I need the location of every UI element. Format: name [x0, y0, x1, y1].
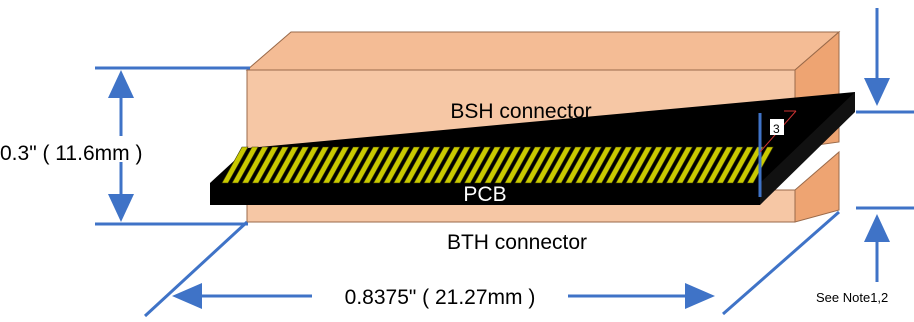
- pcb-pin: [544, 146, 572, 184]
- pcb-pin: [726, 146, 754, 184]
- pcb-pin: [696, 146, 724, 184]
- pcb-pin: [564, 146, 592, 184]
- pcb-pin: [312, 146, 340, 184]
- pcb-pin: [665, 146, 693, 184]
- pcb-pin: [514, 146, 542, 184]
- pcb-spacing-dimension: See Note1,2: [816, 8, 914, 305]
- pcb-front-face: [210, 183, 760, 205]
- pcb-pin: [403, 146, 431, 184]
- pcb-pin: [292, 146, 320, 184]
- pcb-pin: [413, 146, 441, 184]
- pcb-pin: [271, 146, 300, 184]
- pcb-pin: [635, 146, 663, 184]
- pcb-pin: [706, 146, 734, 184]
- pcb-pin: [352, 146, 380, 184]
- pcb-pin: [433, 146, 461, 184]
- arrow-down-icon: [864, 78, 890, 106]
- arrow-left-icon: [172, 283, 202, 309]
- pcb-pin: [251, 146, 279, 184]
- pcb-pin: [554, 146, 582, 184]
- pcb-pin: [615, 146, 643, 184]
- height-dimension-label: 0.3" ( 11.6mm ): [0, 142, 142, 165]
- pcb-pin: [261, 146, 289, 184]
- width-extension-left: [143, 220, 249, 318]
- pcb-pin: [595, 146, 623, 184]
- bsh-connector-label: BSH connector: [450, 100, 591, 123]
- bsh-top-face: [245, 31, 841, 71]
- arrow-down-icon: [108, 194, 134, 222]
- height-dimension: 0.3" ( 11.6mm ): [0, 66, 250, 226]
- pcb-pin: [302, 146, 330, 184]
- pcb-pin: [453, 146, 481, 184]
- pcb-pin: [332, 146, 360, 184]
- pcb-pin: [282, 146, 310, 184]
- pcb-pin: [605, 146, 633, 184]
- pcb-pin: [342, 146, 370, 184]
- pcb-top-face: [210, 92, 855, 188]
- pcb-pin: [716, 146, 744, 184]
- pcb-pin: [625, 146, 653, 184]
- pcb-pin: [423, 146, 451, 184]
- pcb-pin: [585, 146, 613, 184]
- pcb-pin: [675, 146, 704, 184]
- marker-number: 3: [773, 122, 780, 136]
- pcb-pin: [241, 146, 269, 184]
- pcb-pin: [383, 146, 411, 184]
- pcb-pin: [534, 146, 562, 184]
- pcb-pin: [443, 146, 471, 184]
- pcb-pin: [393, 146, 421, 184]
- pcb-pin: [221, 146, 249, 184]
- width-dimension: 0.8375" ( 21.27mm ): [143, 210, 840, 318]
- pcb-pin: [736, 146, 764, 184]
- pcb-right-edge: [760, 92, 855, 205]
- pcb-pin: [686, 146, 714, 184]
- pcb-pin: [372, 146, 401, 184]
- bth-connector-label: BTH connector: [447, 231, 587, 254]
- width-dimension-label: 0.8375" ( 21.27mm ): [345, 286, 536, 309]
- pcb-pin: [574, 146, 603, 184]
- pcb-pin: [322, 146, 350, 184]
- pcb-pin: [524, 146, 552, 184]
- pcb-pin: [645, 146, 673, 184]
- pcb-pin: [484, 146, 512, 184]
- arrow-up-icon: [108, 70, 134, 98]
- width-extension-right: [722, 210, 840, 316]
- pcb-board: [210, 92, 855, 205]
- arrow-right-icon: [685, 283, 715, 309]
- marker-number-box: [770, 119, 784, 135]
- pcb-pin: [463, 146, 491, 184]
- see-note-label: See Note1,2: [816, 290, 888, 305]
- arrow-up-icon: [864, 214, 890, 242]
- pcb-pin: [504, 146, 532, 184]
- pcb-label: PCB: [463, 183, 506, 206]
- pcb-pin: [473, 146, 502, 184]
- pcb-pin: [231, 146, 259, 184]
- pcb-pin: [362, 146, 390, 184]
- pcb-pin: [655, 146, 683, 184]
- pin-row: [221, 146, 774, 184]
- pcb-pin: [494, 146, 522, 184]
